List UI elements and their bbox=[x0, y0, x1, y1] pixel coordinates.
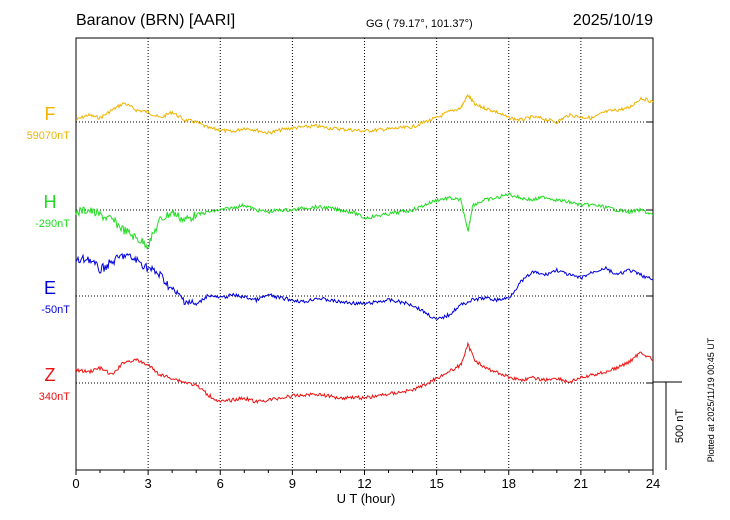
date-label: 2025/10/19 bbox=[573, 12, 653, 29]
series-line-h bbox=[75, 192, 654, 250]
x-tick-label: 18 bbox=[502, 476, 516, 491]
series-name-f: F bbox=[45, 104, 56, 124]
series-name-h: H bbox=[44, 192, 57, 212]
series-line-z bbox=[75, 341, 654, 405]
series-line-f bbox=[75, 93, 654, 135]
x-tick-label: 15 bbox=[429, 476, 443, 491]
x-tick-label: 3 bbox=[145, 476, 152, 491]
x-axis-label: U T (hour) bbox=[337, 491, 396, 506]
grid bbox=[147, 38, 582, 470]
plotted-at-note: Plotted at 2025/11/19 00:45 UT bbox=[706, 337, 716, 462]
series-name-z: Z bbox=[45, 365, 56, 385]
x-tick-label: 24 bbox=[646, 476, 660, 491]
coordinates-label: GG ( 79.17°, 101.37°) bbox=[366, 18, 473, 30]
series-baseline-e: -50nT bbox=[41, 304, 70, 316]
x-tick-label: 21 bbox=[574, 476, 588, 491]
scale-bar-label: 500 nT bbox=[674, 409, 686, 444]
x-axis: 0 3 6 9 12 15 18 21 24 bbox=[72, 470, 660, 491]
x-tick-label: 6 bbox=[217, 476, 224, 491]
x-tick-label: 12 bbox=[357, 476, 371, 491]
baselines bbox=[76, 121, 653, 384]
series-name-e: E bbox=[44, 278, 56, 298]
series-baseline-f: 59070nT bbox=[27, 130, 71, 142]
x-tick-label: 0 bbox=[72, 476, 79, 491]
series-line-e bbox=[75, 252, 654, 321]
series-layer bbox=[75, 93, 654, 405]
series-labels: F 59070nT H -290nT E -50nT Z 340nT bbox=[27, 104, 71, 403]
series-baseline-z: 340nT bbox=[39, 391, 70, 403]
x-tick-label: 9 bbox=[289, 476, 296, 491]
series-baseline-h: -290nT bbox=[35, 218, 70, 230]
station-title: Baranov (BRN) [AARI] bbox=[76, 12, 235, 29]
